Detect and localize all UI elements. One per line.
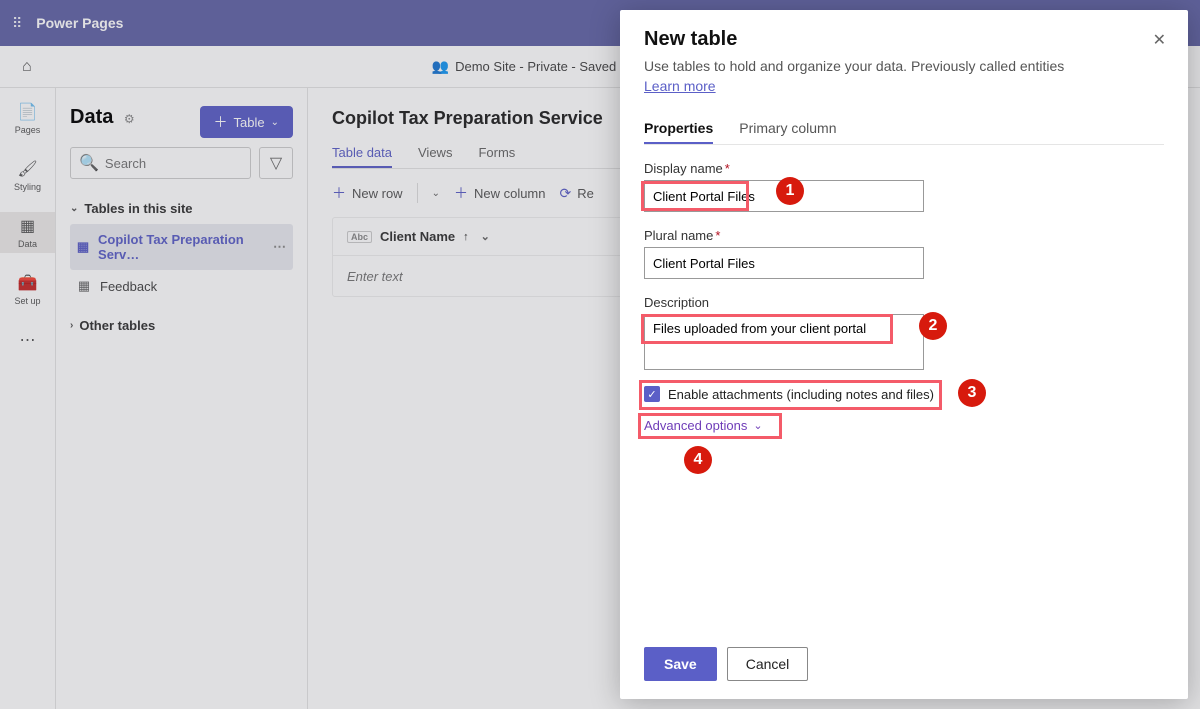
app-name: Power Pages xyxy=(36,15,123,31)
rail-pages[interactable]: 📄Pages xyxy=(0,98,55,139)
chevron-down-icon[interactable]: ⌄ xyxy=(432,188,440,199)
refresh-button[interactable]: ⟳Re xyxy=(560,185,594,202)
table-list: ▦ Copilot Tax Preparation Serv… ⋯ ▦ Feed… xyxy=(70,224,293,302)
setup-icon: 🧰 xyxy=(18,273,38,293)
description-label: Description xyxy=(644,295,1164,310)
table-row[interactable]: ▦ Feedback xyxy=(70,270,293,302)
field-enable-attachments: ✓ Enable attachments (including notes an… xyxy=(644,386,1164,402)
learn-more-link[interactable]: Learn more xyxy=(644,78,716,94)
rail-more[interactable]: ⋯ xyxy=(0,326,55,354)
home-icon[interactable]: ⌂ xyxy=(22,58,32,76)
waffle-icon[interactable]: ⠿ xyxy=(12,15,22,32)
panel-footer: Save Cancel xyxy=(644,631,1164,681)
table-row[interactable]: ▦ Copilot Tax Preparation Serv… ⋯ xyxy=(70,224,293,270)
description-input[interactable]: Files uploaded from your client portal xyxy=(644,314,924,370)
section-tables-in-site[interactable]: ⌄ Tables in this site xyxy=(70,201,293,216)
rail-data[interactable]: ▦Data xyxy=(0,212,55,253)
chevron-down-icon: ⌄ xyxy=(70,203,78,214)
search-icon: 🔍 xyxy=(79,153,99,173)
plus-icon: ＋ xyxy=(454,183,468,203)
panel-form: Display name* 1 Plural name* Description… xyxy=(644,161,1164,449)
plus-icon: ＋ xyxy=(214,112,228,132)
people-icon: 👥 xyxy=(432,58,449,75)
field-description: Description Files uploaded from your cli… xyxy=(644,295,1164,370)
display-name-input[interactable] xyxy=(644,180,924,212)
tab-properties[interactable]: Properties xyxy=(644,114,713,144)
panel-subtitle: Use tables to hold and organize your dat… xyxy=(644,57,1164,96)
filter-button[interactable]: ▽ xyxy=(259,147,293,179)
chevron-down-icon: ⌄ xyxy=(271,117,279,128)
data-side-panel: Data ⚙ ＋ Table ⌄ 🔍 ▽ ⌄ Tables in this si… xyxy=(56,88,308,709)
chevron-right-icon: › xyxy=(70,320,73,331)
section-other-tables[interactable]: › Other tables xyxy=(70,318,293,333)
plural-name-label: Plural name* xyxy=(644,228,1164,243)
search-box[interactable]: 🔍 xyxy=(70,147,251,179)
field-advanced-options: Advanced options ⌄ 4 xyxy=(644,418,1164,433)
styling-icon: 🖌 xyxy=(17,159,37,179)
plus-icon: ＋ xyxy=(332,183,346,203)
tab-forms[interactable]: Forms xyxy=(478,139,515,168)
rail-styling[interactable]: 🖌Styling xyxy=(0,155,55,196)
text-column-icon: Abc xyxy=(347,231,372,243)
cancel-button[interactable]: Cancel xyxy=(727,647,809,681)
advanced-options-toggle[interactable]: Advanced options ⌄ xyxy=(644,418,1164,433)
chevron-down-icon: ⌄ xyxy=(753,419,762,432)
row-more-icon[interactable]: ⋯ xyxy=(273,239,287,255)
table-icon: ▦ xyxy=(76,239,90,255)
chevron-down-icon: ⌄ xyxy=(481,230,490,243)
refresh-icon: ⟳ xyxy=(560,185,572,202)
search-input[interactable] xyxy=(105,156,242,171)
tab-views[interactable]: Views xyxy=(418,139,452,168)
checkbox-checked-icon: ✓ xyxy=(644,386,660,402)
tab-primary-column[interactable]: Primary column xyxy=(739,114,836,144)
left-rail: 📄Pages 🖌Styling ▦Data 🧰Set up ⋯ xyxy=(0,88,56,709)
enable-attachments-checkbox[interactable]: ✓ Enable attachments (including notes an… xyxy=(644,386,1164,402)
separator xyxy=(417,183,418,203)
close-icon[interactable]: ✕ xyxy=(1153,30,1166,50)
new-table-panel: ✕ New table Use tables to hold and organ… xyxy=(620,10,1188,699)
display-name-label: Display name* xyxy=(644,161,1164,176)
more-icon: ⋯ xyxy=(20,330,36,350)
tab-table-data[interactable]: Table data xyxy=(332,139,392,168)
new-row-button[interactable]: ＋New row xyxy=(332,183,403,203)
data-icon: ▦ xyxy=(20,216,35,236)
save-button[interactable]: Save xyxy=(644,647,717,681)
field-plural-name: Plural name* xyxy=(644,228,1164,279)
site-status-dropdown[interactable]: 👥 Demo Site - Private - Saved ⌄ xyxy=(432,58,635,75)
rail-setup[interactable]: 🧰Set up xyxy=(0,269,55,310)
annotation-badge-4: 4 xyxy=(684,446,712,474)
sort-asc-icon: ↑ xyxy=(463,231,469,243)
panel-tabs: Properties Primary column xyxy=(644,114,1164,145)
filter-icon: ▽ xyxy=(270,153,282,173)
new-table-button[interactable]: ＋ Table ⌄ xyxy=(200,106,293,138)
site-status-label: Demo Site - Private - Saved xyxy=(455,59,616,74)
page-icon: 📄 xyxy=(18,102,38,122)
panel-title: New table xyxy=(644,28,1164,51)
field-display-name: Display name* 1 xyxy=(644,161,1164,212)
gear-icon[interactable]: ⚙ xyxy=(124,112,135,126)
new-column-button[interactable]: ＋New column xyxy=(454,183,546,203)
table-icon: ▦ xyxy=(76,278,92,294)
plural-name-input[interactable] xyxy=(644,247,924,279)
data-title: Data xyxy=(70,106,113,129)
